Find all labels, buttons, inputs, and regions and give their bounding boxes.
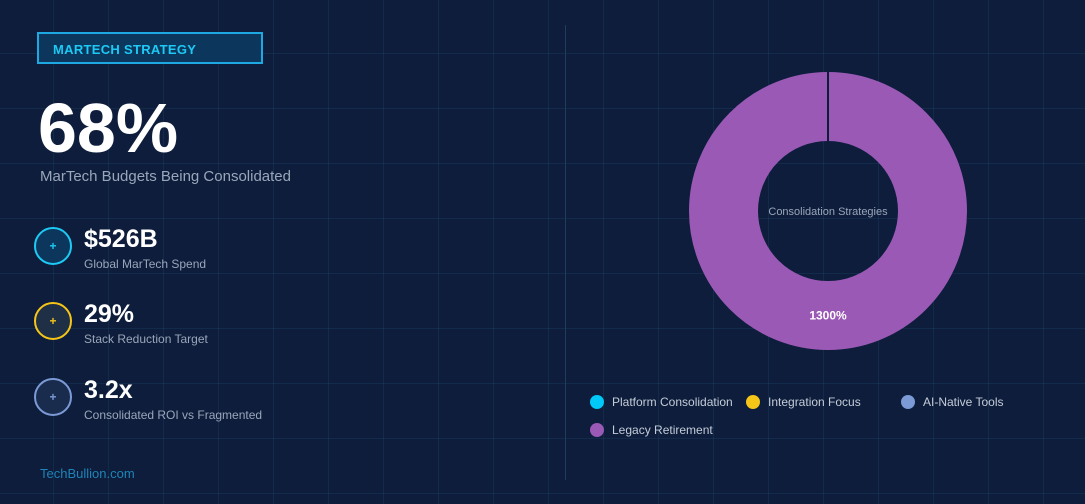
footer-brand: TechBullion.com bbox=[40, 466, 135, 481]
plus-icon: + bbox=[34, 302, 72, 340]
legend-label: AI-Native Tools bbox=[923, 395, 1004, 409]
legend-swatch bbox=[746, 395, 760, 409]
legend-item[interactable]: Legacy Retirement bbox=[590, 423, 713, 437]
stat-label: Stack Reduction Target bbox=[84, 332, 208, 346]
stat-label: Consolidated ROI vs Fragmented bbox=[84, 408, 263, 422]
plus-icon: + bbox=[34, 227, 72, 265]
stat-value: 3.2x bbox=[84, 376, 133, 404]
legend-swatch bbox=[901, 395, 915, 409]
divider bbox=[565, 25, 566, 480]
legend-label: Platform Consolidation bbox=[612, 395, 733, 409]
hero-value: 68% bbox=[38, 89, 179, 167]
plus-icon: + bbox=[34, 378, 72, 416]
badge-label: MARTECH STRATEGY bbox=[53, 42, 197, 57]
center-label: Consolidation Strategies bbox=[768, 206, 888, 218]
legend-item[interactable]: Integration Focus bbox=[746, 395, 861, 409]
legend-item[interactable]: Platform Consolidation bbox=[590, 395, 733, 409]
legend-label: Legacy Retirement bbox=[612, 423, 713, 437]
stat-value: 29% bbox=[84, 300, 135, 328]
legend-swatch bbox=[590, 423, 604, 437]
data-label: 1300% bbox=[809, 309, 847, 323]
stat-label: Global MarTech Spend bbox=[84, 257, 207, 271]
hero-label: MarTech Budgets Being Consolidated bbox=[40, 168, 291, 185]
section-badge: MARTECH STRATEGY bbox=[37, 32, 263, 64]
legend-swatch bbox=[590, 395, 604, 409]
legend-item[interactable]: AI-Native Tools bbox=[901, 395, 1003, 409]
legend-label: Integration Focus bbox=[768, 395, 861, 409]
stat-value: $526B bbox=[84, 225, 158, 253]
